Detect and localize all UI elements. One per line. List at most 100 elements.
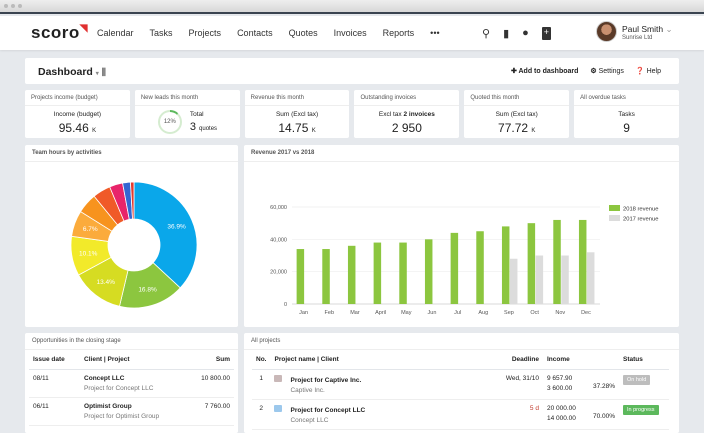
y-tick-label: 0 (284, 302, 287, 308)
table-row[interactable]: 2 Project for Concept LLC Concept LLC 5 d 20… (252, 399, 669, 430)
avatar[interactable] (596, 21, 617, 42)
table-row[interactable]: 1 Project for Captive Inc. Captive Inc. Wed… (252, 369, 669, 400)
cell-client[interactable]: Concept LLC (84, 375, 125, 382)
kpi-title: Outstanding invoices (354, 90, 460, 106)
user-name: Paul Smith (622, 24, 664, 34)
search-icon[interactable]: ⚲ (482, 27, 491, 40)
dashboard-bar: Dashboard ▾ ⫼ ✚ Add to dashboard ⚙ Setti… (25, 58, 679, 84)
add-to-dashboard-button[interactable]: ✚ Add to dashboard (510, 68, 579, 75)
project-icon (274, 405, 283, 412)
bar-2017-revenue[interactable] (586, 252, 595, 304)
cell-percent: 37.28% (588, 369, 619, 400)
x-tick-label: Nov (555, 310, 565, 316)
bookmark-icon[interactable]: ▮ (503, 27, 510, 40)
bar-2018-revenue[interactable] (476, 231, 484, 304)
nav-contacts[interactable]: Contacts (237, 28, 273, 38)
table-row[interactable]: 06/11 Optimist Group Project for Optimist … (29, 397, 234, 426)
bar-2018-revenue[interactable] (501, 226, 510, 304)
bar-2018-revenue[interactable] (399, 242, 407, 304)
pie-slice[interactable] (133, 181, 198, 289)
kpi-overdue-tasks[interactable]: All overdue tasks Tasks 9 (574, 90, 679, 138)
settings-button[interactable]: ⚙ Settings (590, 67, 624, 75)
kpi-outstanding-invoices[interactable]: Outstanding invoices Excl tax 2 invoices 2… (354, 90, 460, 138)
col-no[interactable]: No. (252, 350, 271, 370)
pie-slice[interactable] (130, 181, 135, 220)
x-tick-label: Feb (325, 310, 334, 316)
col-percent (588, 350, 619, 370)
cell-project[interactable]: Project for Optimist Group (84, 413, 160, 420)
bar-2018-revenue[interactable] (322, 249, 330, 304)
cell-project[interactable]: Project for Concept LLC (84, 385, 154, 392)
col-income[interactable]: Income (542, 350, 589, 370)
x-tick-label: Oct (530, 310, 539, 316)
nav-projects[interactable]: Projects (188, 28, 222, 38)
nav-quotes[interactable]: Quotes (288, 28, 318, 38)
opportunities-table: Issue date Client | Project Sum 08/11 Conce… (29, 350, 234, 426)
bar-2018-revenue[interactable] (373, 242, 382, 304)
kpi-revenue[interactable]: Revenue this month Sum (Excl tax) 14.75 K (244, 90, 350, 138)
window-dot[interactable] (4, 4, 8, 8)
col-issue-date[interactable]: Issue date (29, 350, 81, 370)
slice-label: 36.9% (167, 223, 186, 230)
col-project-name[interactable]: Project name | Client (270, 350, 463, 370)
help-button[interactable]: ❓ Help (636, 67, 661, 75)
bell-icon[interactable]: ● (522, 26, 529, 39)
bar-2018-revenue[interactable] (347, 245, 356, 304)
kpi-row: Projects income (budget) Income (budget) 9… (25, 90, 679, 138)
bar-2018-revenue[interactable] (424, 239, 433, 304)
kpi-label: Excl tax (378, 111, 402, 118)
legend-swatch (609, 205, 620, 211)
filter-icon[interactable]: ⫼ (101, 67, 106, 77)
kpi-unit: K (92, 128, 97, 134)
opportunities-widget: Opportunities in the closing stage Issue… (25, 333, 238, 433)
kpi-unit: K (311, 128, 316, 134)
bar-2018-revenue[interactable] (527, 223, 536, 304)
widget-title: All projects (244, 333, 679, 350)
window-dot[interactable] (11, 4, 15, 8)
cell-project-name[interactable]: Project for Captive Inc. (290, 377, 362, 384)
nav-more[interactable]: ••• (430, 28, 440, 38)
user-menu[interactable]: Paul Smith ⌄ Sunrise Ltd (622, 24, 673, 41)
logo[interactable]: scoro◥ (31, 23, 88, 42)
window-dot[interactable] (18, 4, 22, 8)
kpi-value: 77.72 (498, 121, 529, 135)
bar-2017-revenue[interactable] (509, 258, 518, 304)
x-tick-label: Jul (454, 310, 461, 316)
team-hours-widget: Team hours by activities 36.9% 16.8% 13.4%… (25, 145, 238, 327)
kpi-quoted[interactable]: Quoted this month Sum (Excl tax) 77.72 K (464, 90, 570, 138)
cell-client[interactable]: Optimist Group (84, 403, 132, 410)
bar-2018-revenue[interactable] (450, 232, 459, 304)
nav-tasks[interactable]: Tasks (149, 28, 173, 38)
bar-2018-revenue[interactable] (553, 219, 561, 304)
bar-2017-revenue[interactable] (535, 255, 544, 305)
kpi-value: 2 950 (391, 121, 422, 135)
widget-title: Opportunities in the closing stage (25, 333, 238, 350)
kpi-title: New leads this month (134, 90, 240, 106)
widget-title: Team hours by activities (25, 145, 238, 162)
x-tick-label: April (375, 310, 386, 316)
nav-calendar[interactable]: Calendar (97, 28, 134, 38)
bar-2018-revenue[interactable] (578, 219, 587, 304)
kpi-value: 9 (623, 121, 630, 135)
add-icon[interactable]: + (541, 26, 552, 40)
cell-client[interactable]: Captive Inc. (290, 387, 325, 394)
cell-project-name[interactable]: Project for Concept LLC (290, 407, 366, 414)
cell-client[interactable]: Concept LLC (290, 417, 329, 424)
kpi-new-leads[interactable]: New leads this month 12% Total 3 quotes (134, 90, 240, 138)
kpi-projects-income[interactable]: Projects income (budget) Income (budget) 9… (25, 90, 130, 138)
help-label: Help (646, 68, 661, 75)
col-status[interactable]: Status (619, 350, 669, 370)
bar-2017-revenue[interactable] (561, 255, 569, 305)
bar-2018-revenue[interactable] (296, 249, 305, 304)
table-row[interactable]: 08/11 Concept LLC Project for Concept LLC 1… (29, 369, 234, 398)
kpi-label: Tasks (618, 111, 635, 118)
col-sum[interactable]: Sum (186, 350, 234, 370)
col-deadline[interactable]: Deadline (462, 350, 543, 370)
nav-reports[interactable]: Reports (382, 28, 415, 38)
slice-label: 6.7% (83, 226, 98, 233)
nav-invoices[interactable]: Invoices (333, 28, 367, 38)
col-client-project[interactable]: Client | Project (80, 350, 187, 370)
x-tick-label: Aug (478, 310, 488, 316)
dropdown-icon[interactable]: ▾ (95, 71, 99, 77)
gear-icon: ⚙ (590, 68, 597, 75)
